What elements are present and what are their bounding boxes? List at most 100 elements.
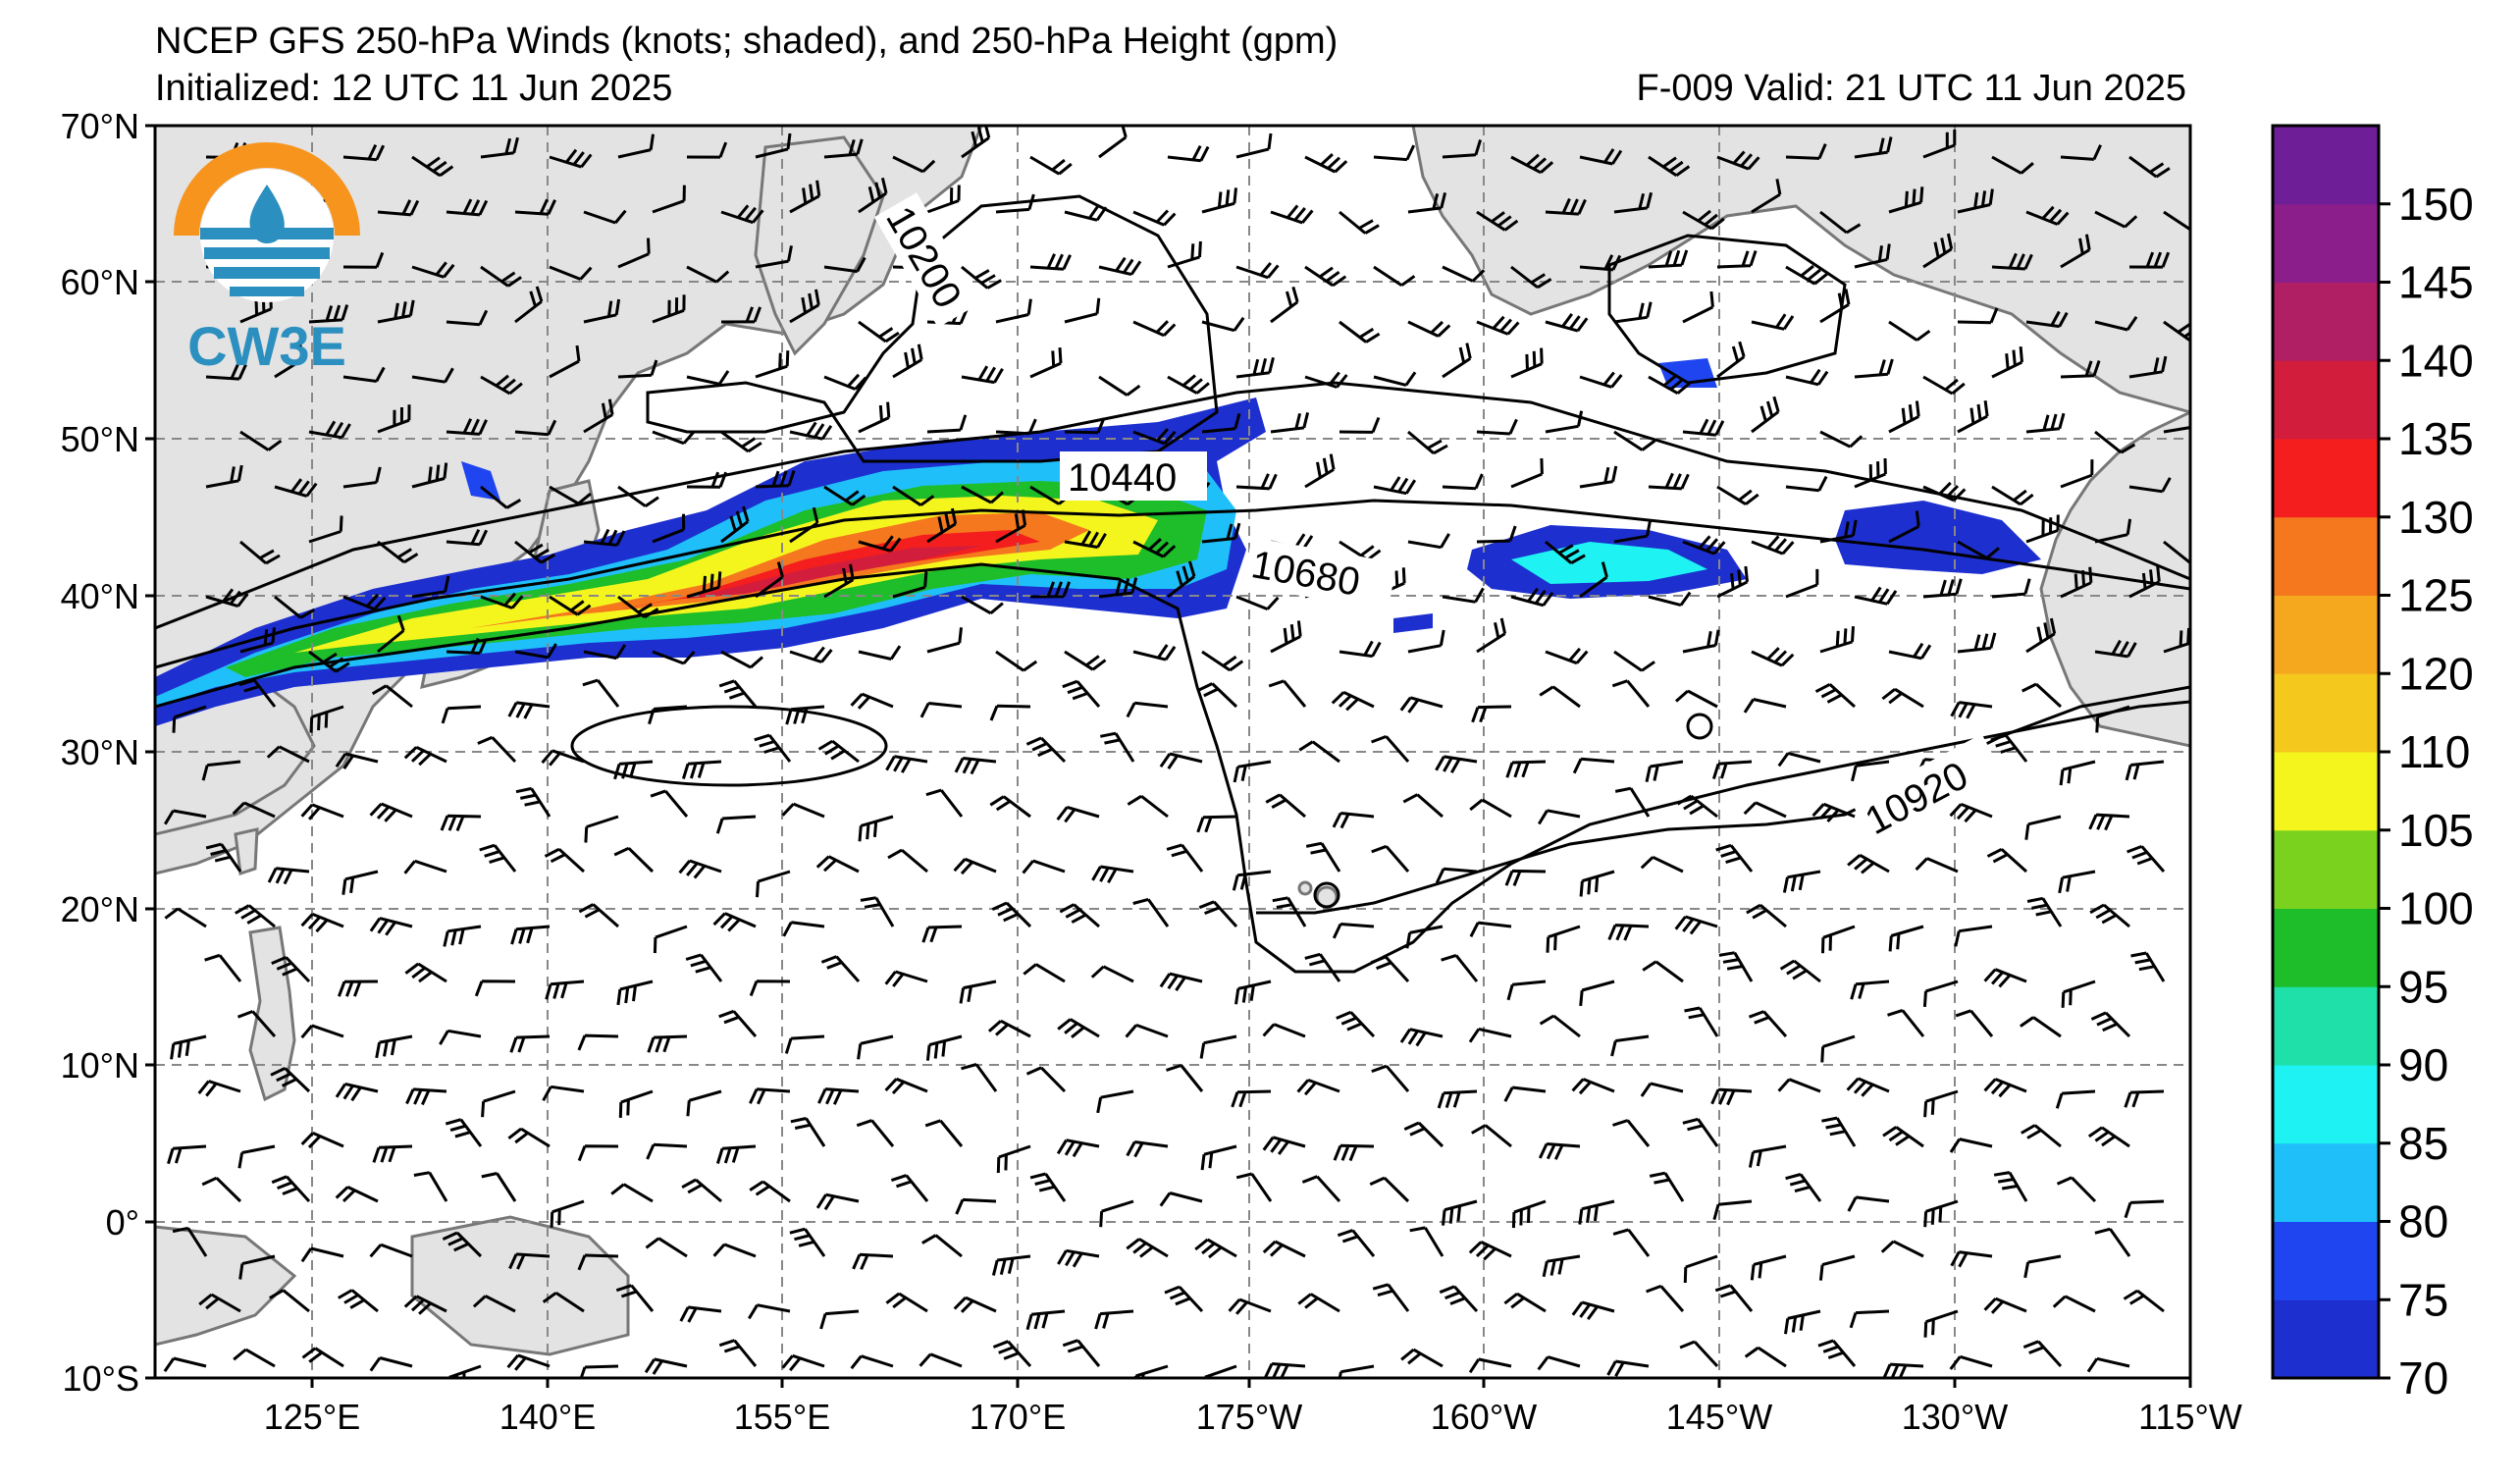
wind-barb	[1847, 1195, 1890, 1212]
wind-barb	[371, 684, 413, 709]
wind-barb	[577, 1033, 619, 1051]
wind-barb	[1437, 1089, 1478, 1109]
wind-barb	[1640, 855, 1684, 874]
wind-barb	[2089, 903, 2130, 928]
wind-barb	[164, 809, 207, 825]
wind-barb	[1200, 1144, 1237, 1171]
wind-barb	[1751, 313, 1795, 331]
wind-barb	[1949, 1354, 1993, 1370]
wind-barb	[300, 1024, 344, 1039]
wind-barb	[2024, 815, 2062, 840]
wind-barb	[1511, 1199, 1547, 1229]
colorbar-label: 125	[2398, 570, 2474, 621]
wind-barb	[995, 650, 1038, 672]
wind-barb	[1056, 1139, 1100, 1158]
wind-barb	[1538, 809, 1581, 825]
wind-barb	[1648, 249, 1689, 269]
wind-barb	[2060, 234, 2091, 269]
wind-barb	[1818, 1254, 1856, 1281]
wind-barb	[617, 133, 655, 159]
wind-barb	[1098, 256, 1142, 277]
wind-barb	[480, 265, 522, 288]
wind-barb	[756, 870, 791, 898]
wind-barb	[1674, 915, 1718, 935]
wind-barb	[446, 309, 489, 327]
wind-barb	[1025, 736, 1067, 764]
height-contours	[155, 194, 2190, 974]
colorbar-label: 145	[2398, 257, 2474, 308]
wind-barb	[545, 980, 585, 1000]
wind-barb	[749, 1180, 791, 1203]
wind-barb	[2055, 1089, 2096, 1109]
wind-barb	[1983, 1078, 2027, 1098]
wind-barb	[1817, 1339, 1857, 1367]
wind-barb	[1682, 535, 1726, 556]
wind-barb	[1676, 794, 1718, 819]
wind-barb	[403, 1295, 447, 1315]
wind-barb	[201, 760, 241, 781]
wind-barb	[507, 701, 551, 719]
wind-barb	[1716, 341, 1746, 379]
wind-barb	[1059, 903, 1100, 928]
wind-barb	[300, 1132, 344, 1149]
wind-barb	[1579, 465, 1618, 489]
wind-barb	[201, 1176, 242, 1203]
wind-barb	[1748, 1144, 1787, 1168]
wind-barb	[1336, 1010, 1376, 1038]
wind-barb	[308, 650, 350, 673]
wind-barb	[1539, 685, 1581, 709]
wind-barb	[1542, 1254, 1581, 1278]
wind-barb	[377, 540, 419, 564]
wind-barb	[584, 815, 619, 843]
wind-barb	[1645, 760, 1684, 783]
wind-barb	[892, 155, 936, 174]
wind-barb	[2130, 951, 2166, 982]
wind-barb	[1506, 980, 1547, 1001]
wind-barb	[342, 366, 386, 383]
wind-barb	[1751, 396, 1780, 434]
wind-barb	[1571, 1078, 1615, 1095]
wind-barb	[892, 571, 928, 599]
wind-barb	[646, 1142, 688, 1160]
wind-barb	[789, 180, 821, 214]
wind-barb	[789, 506, 819, 544]
wind-barb	[170, 1034, 207, 1060]
wind-barb	[274, 595, 316, 619]
wind-barb	[1648, 155, 1691, 178]
wind-barb	[1579, 371, 1623, 389]
wind-barb	[1545, 540, 1586, 565]
wind-barb	[1201, 187, 1237, 214]
wind-barb	[1096, 1089, 1134, 1114]
wind-barb	[1373, 371, 1417, 387]
wind-barb	[1957, 632, 1997, 654]
wind-barb	[2052, 1295, 2096, 1313]
wind-barb	[987, 1019, 1031, 1038]
wind-barb	[1851, 760, 1890, 782]
wind-barb	[1716, 250, 1758, 269]
wind-barb	[369, 1356, 413, 1372]
wind-barb	[549, 148, 593, 169]
wind-barb	[1265, 793, 1306, 819]
wind-barb	[377, 299, 415, 324]
wind-barb	[2163, 210, 2190, 232]
colorbar-label: 140	[2398, 335, 2474, 386]
wind-barb	[1743, 698, 1787, 714]
wind-barb	[1100, 731, 1135, 763]
wind-barb	[1922, 980, 1959, 1008]
wind-barb	[789, 289, 820, 324]
wind-barb	[2163, 627, 2190, 654]
wind-barb	[369, 917, 413, 936]
wind-barb	[446, 418, 488, 436]
land-new-guinea	[410, 1215, 630, 1356]
wind-barb	[481, 1089, 516, 1118]
wind-barb	[2087, 1126, 2130, 1148]
wind-barb	[1579, 254, 1622, 272]
wind-barb	[2025, 205, 2070, 226]
colorbar-swatch	[2273, 516, 2379, 596]
wind-barb	[1132, 537, 1177, 558]
wind-barb	[375, 1034, 413, 1059]
wind-barb	[1922, 130, 1957, 159]
wind-barb	[377, 404, 411, 434]
wind-barb	[1991, 252, 2033, 271]
wind-barb	[1888, 925, 1924, 952]
